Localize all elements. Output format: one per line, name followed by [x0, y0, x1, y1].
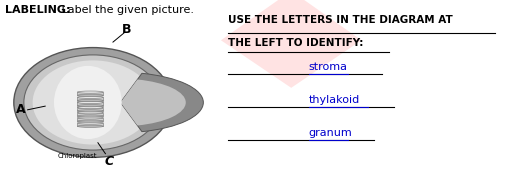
Wedge shape: [121, 73, 203, 132]
Polygon shape: [77, 102, 103, 106]
Ellipse shape: [77, 94, 103, 96]
Text: A: A: [16, 103, 26, 116]
Text: thylakoid: thylakoid: [309, 95, 360, 105]
Polygon shape: [77, 92, 103, 95]
Ellipse shape: [77, 96, 103, 98]
Ellipse shape: [77, 120, 103, 122]
Ellipse shape: [77, 91, 103, 93]
Ellipse shape: [77, 107, 103, 109]
Wedge shape: [121, 79, 186, 126]
Text: B: B: [122, 23, 131, 36]
Polygon shape: [77, 118, 103, 121]
Ellipse shape: [77, 122, 103, 124]
Ellipse shape: [14, 48, 172, 157]
Polygon shape: [77, 108, 103, 111]
Text: Chloroplast: Chloroplast: [58, 153, 98, 158]
Text: LABELING:: LABELING:: [5, 5, 71, 16]
Text: Label the given picture.: Label the given picture.: [58, 5, 194, 16]
Polygon shape: [77, 113, 103, 116]
Polygon shape: [221, 0, 361, 88]
Ellipse shape: [77, 117, 103, 119]
Text: stroma: stroma: [309, 62, 348, 72]
Ellipse shape: [77, 110, 103, 112]
Ellipse shape: [77, 104, 103, 107]
Text: C: C: [105, 154, 114, 168]
Text: granum: granum: [309, 128, 353, 138]
Ellipse shape: [54, 66, 122, 139]
Ellipse shape: [77, 112, 103, 114]
Ellipse shape: [77, 115, 103, 117]
Polygon shape: [77, 97, 103, 100]
Ellipse shape: [77, 125, 103, 127]
Ellipse shape: [77, 99, 103, 102]
Ellipse shape: [33, 60, 153, 145]
Text: USE THE LETTERS IN THE DIAGRAM AT: USE THE LETTERS IN THE DIAGRAM AT: [228, 15, 453, 25]
Polygon shape: [77, 123, 103, 126]
Text: THE LEFT TO IDENTIFY:: THE LEFT TO IDENTIFY:: [228, 38, 364, 48]
Ellipse shape: [24, 55, 162, 150]
Ellipse shape: [77, 101, 103, 104]
